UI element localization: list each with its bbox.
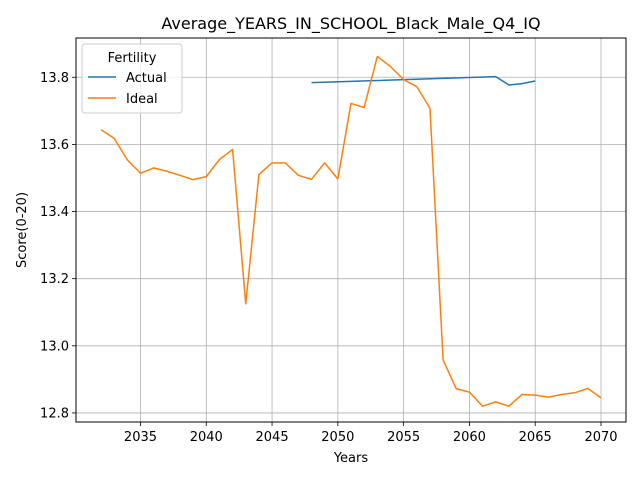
x-tick-label: 2050 [321, 430, 354, 445]
x-tick-label: 2060 [453, 430, 486, 445]
series-line-actual [311, 75, 536, 86]
y-tick-label: 13.4 [40, 205, 69, 220]
y-tick-label: 12.8 [40, 406, 69, 421]
legend-label-ideal: Ideal [126, 92, 158, 107]
grid [76, 38, 626, 422]
x-tick-label: 2055 [387, 430, 420, 445]
legend-box [81, 43, 183, 114]
legend-items: Actual Ideal [88, 71, 167, 107]
x-tick-label: 2070 [584, 430, 617, 445]
x-tick-label: 2065 [519, 430, 552, 445]
legend-label-actual: Actual [126, 71, 167, 86]
plot-frame [75, 37, 627, 423]
legend: Fertility Actual Ideal [81, 43, 183, 114]
x-tick-label: 2035 [124, 430, 157, 445]
series-line-ideal [100, 55, 602, 407]
x-tick-label: 2040 [190, 430, 223, 445]
y-tick-label: 13.2 [40, 272, 69, 287]
y-tick-label: 13.8 [40, 71, 69, 86]
y-axis-label: Score(0-20) [15, 192, 30, 268]
x-axis-label: Years [333, 451, 369, 466]
legend-title: Fertility [108, 51, 157, 66]
chart-title: Average_YEARS_IN_SCHOOL_Black_Male_Q4_IQ [161, 14, 540, 34]
x-tick-label: 2045 [256, 430, 289, 445]
y-tick-label: 13.6 [40, 138, 69, 153]
series-lines [100, 55, 602, 407]
y-tick-label: 13.0 [40, 339, 69, 354]
axis-ticks: 2035 2040 2045 2050 2055 2060 2065 2070 12.8 13.0… [40, 71, 618, 445]
